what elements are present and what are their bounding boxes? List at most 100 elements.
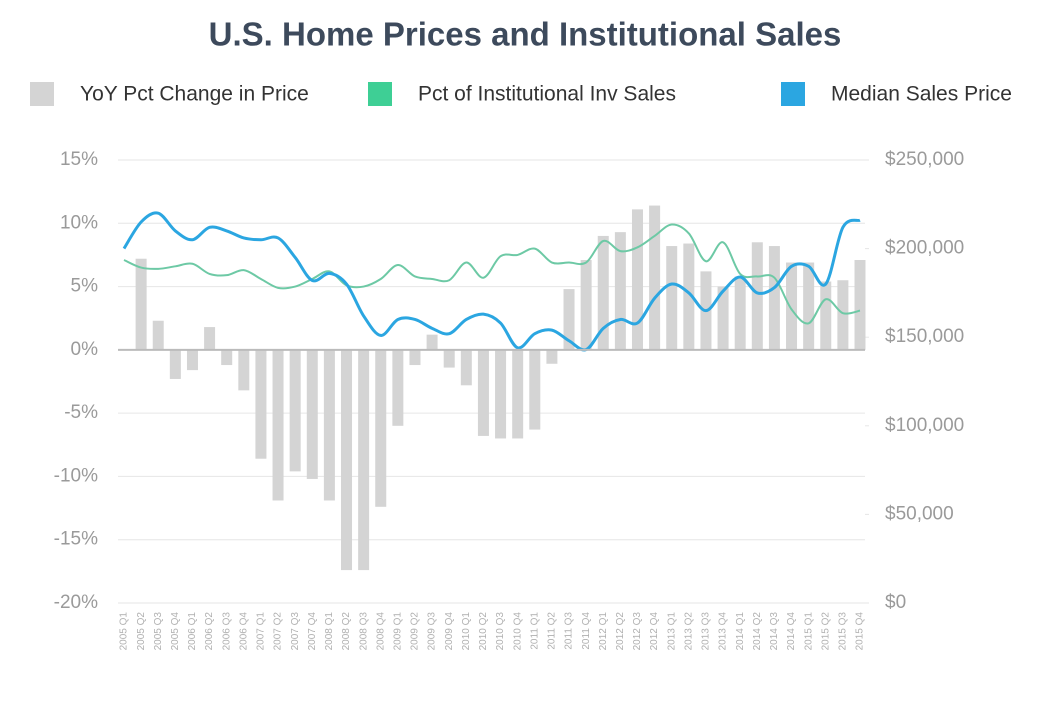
bar: [666, 246, 678, 350]
x-tick-label: 2013 Q1: [666, 612, 677, 651]
bar: [786, 262, 798, 350]
x-tick-label: 2006 Q1: [187, 612, 198, 651]
x-tick-label: 2007 Q1: [256, 612, 267, 651]
bar: [460, 349, 472, 386]
legend-swatch: [781, 82, 805, 106]
x-tick-label: 2015 Q2: [820, 612, 831, 651]
line: [123, 223, 861, 325]
legend-label: YoY Pct Change in Price: [80, 83, 309, 106]
x-tick-label: 2011 Q4: [581, 612, 592, 650]
bar: [495, 349, 507, 439]
bar: [546, 349, 558, 364]
x-tick-label: 2005 Q3: [153, 612, 164, 651]
bar: [631, 209, 643, 350]
x-tick-label: 2007 Q3: [290, 612, 301, 651]
bar: [614, 232, 626, 350]
y2-tick-label: $200,000: [885, 238, 964, 259]
y2-tick-label: $50,000: [885, 503, 954, 524]
x-tick-label: 2009 Q4: [444, 612, 455, 651]
bar: [186, 349, 198, 371]
bar: [375, 349, 387, 507]
bar: [597, 235, 609, 350]
bar: [512, 349, 524, 439]
bar: [323, 349, 335, 501]
y-tick-label: 5%: [71, 276, 99, 297]
x-tick-label: 2009 Q1: [393, 612, 404, 651]
bar: [734, 276, 746, 350]
bar: [580, 259, 592, 350]
x-tick-label: 2011 Q1: [529, 612, 540, 650]
y-tick-label: -5%: [64, 402, 98, 423]
bar: [803, 262, 815, 350]
x-tick-label: 2011 Q3: [564, 612, 575, 650]
bar: [358, 349, 370, 571]
bar: [563, 289, 575, 350]
x-tick-label: 2006 Q2: [204, 612, 215, 651]
y-tick-label: -15%: [54, 529, 98, 550]
y2-tick-label: $150,000: [885, 326, 964, 347]
x-tick-label: 2012 Q3: [632, 612, 643, 651]
legend-swatch: [368, 82, 392, 106]
x-tick-label: 2010 Q4: [512, 612, 523, 651]
bar: [837, 280, 849, 350]
legend-swatch: [30, 82, 54, 106]
x-tick-label: 2013 Q3: [701, 612, 712, 651]
x-tick-label: 2008 Q2: [341, 612, 352, 651]
x-tick-label: 2005 Q1: [119, 612, 130, 651]
x-tick-label: 2015 Q1: [803, 612, 814, 651]
bar: [341, 349, 353, 571]
bar: [426, 334, 438, 350]
bar: [751, 242, 763, 350]
x-tick-label: 2012 Q4: [649, 612, 660, 651]
x-tick-label: 2007 Q2: [273, 612, 284, 651]
x-tick-label: 2006 Q4: [238, 612, 249, 651]
x-tick-label: 2014 Q2: [752, 612, 763, 651]
x-tick-label: 2011 Q2: [547, 612, 558, 650]
x-tick-label: 2010 Q1: [461, 612, 472, 651]
bar: [169, 349, 181, 379]
bar: [135, 258, 147, 350]
x-tick-label: 2006 Q3: [221, 612, 232, 651]
x-tick-label: 2015 Q3: [838, 612, 849, 651]
bar: [392, 349, 404, 426]
bar: [717, 286, 729, 350]
x-tick-label: 2013 Q2: [683, 612, 694, 651]
x-tick-label: 2010 Q2: [478, 612, 489, 651]
bar: [272, 349, 284, 501]
x-tick-label: 2005 Q4: [170, 612, 181, 651]
bar: [443, 349, 455, 368]
x-tick-label: 2014 Q4: [786, 612, 797, 651]
bar: [289, 349, 301, 472]
bar: [152, 320, 164, 350]
line: [122, 211, 861, 352]
bar: [649, 205, 661, 350]
x-tick-label: 2009 Q3: [427, 612, 438, 651]
y2-tick-label: $100,000: [885, 415, 964, 436]
chart-title: U.S. Home Prices and Institutional Sales: [209, 16, 842, 53]
bar: [820, 281, 832, 350]
x-tick-label: 2010 Q3: [495, 612, 506, 651]
x-tick-label: 2012 Q1: [598, 612, 609, 651]
y2-tick-label: $250,000: [885, 149, 964, 170]
y-tick-label: -20%: [54, 592, 98, 613]
x-tick-label: 2008 Q4: [375, 612, 386, 651]
y-tick-label: -10%: [54, 465, 98, 486]
bar: [221, 349, 233, 366]
x-tick-label: 2008 Q3: [358, 612, 369, 651]
bar: [477, 349, 489, 436]
y-tick-label: 15%: [60, 149, 98, 170]
bar: [854, 259, 866, 350]
x-tick-label: 2007 Q4: [307, 612, 318, 651]
x-tick-label: 2005 Q2: [136, 612, 147, 651]
bar: [683, 243, 695, 350]
bar: [306, 349, 318, 479]
y2-tick-label: $0: [885, 592, 906, 613]
legend-label: Pct of Institutional Inv Sales: [418, 83, 676, 106]
x-tick-label: 2014 Q1: [735, 612, 746, 651]
x-tick-label: 2009 Q2: [410, 612, 421, 651]
x-tick-label: 2014 Q3: [769, 612, 780, 651]
bar: [255, 349, 267, 459]
legend-label: Median Sales Price: [831, 83, 1012, 106]
bar: [529, 349, 541, 430]
